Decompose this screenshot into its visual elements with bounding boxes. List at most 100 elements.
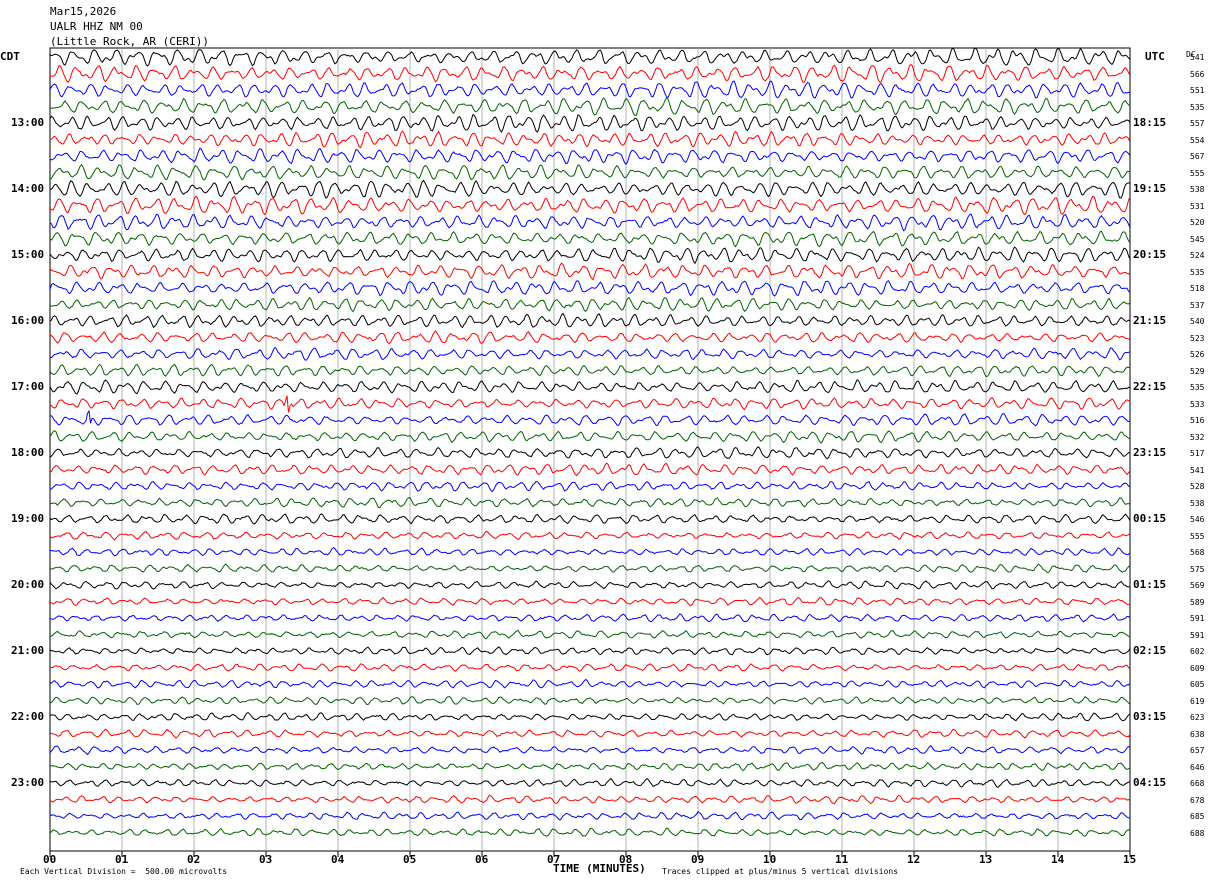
- trace-13: [49, 246, 1131, 265]
- left-hour-label: 22:00: [11, 710, 45, 723]
- left-hour-label: 21:00: [11, 644, 45, 657]
- trace-27: [49, 480, 1131, 493]
- right-timezone-label: UTC: [1145, 50, 1165, 63]
- trace-4: [49, 97, 1131, 117]
- dc-offset-label: 591: [1190, 614, 1205, 623]
- x-tick-label: 12: [907, 853, 921, 866]
- dc-offset-label: 541: [1190, 465, 1205, 475]
- trace-34: [49, 596, 1131, 607]
- trace-45: [49, 777, 1131, 789]
- dc-offset-label: 575: [1190, 564, 1205, 574]
- dc-offset-label: 532: [1190, 432, 1205, 442]
- dc-offset-label: 591: [1190, 630, 1205, 640]
- dc-offset-label: 551: [1190, 86, 1205, 95]
- dc-offset-label: 688: [1190, 828, 1205, 838]
- trace-41: [49, 711, 1131, 722]
- trace-39: [49, 679, 1131, 689]
- trace-12: [49, 230, 1131, 248]
- x-tick-label: 08: [619, 853, 633, 866]
- dc-offset-label: 566: [1190, 69, 1205, 79]
- dc-offset-label: 529: [1190, 366, 1205, 376]
- trace-32: [49, 563, 1131, 574]
- right-hour-label: 23:15: [1133, 446, 1167, 459]
- x-tick-label: 07: [547, 853, 561, 866]
- plot-frame: [49, 47, 1131, 852]
- x-tick-label: 14: [1051, 853, 1065, 866]
- dc-offset-label: 555: [1190, 168, 1205, 178]
- left-hour-label: 19:00: [11, 512, 45, 525]
- left-timezone-label: CDT: [0, 50, 20, 63]
- right-hour-label: 04:15: [1133, 776, 1167, 789]
- dc-offset-label: 538: [1190, 498, 1205, 508]
- dc-offset-label: 531: [1190, 201, 1205, 211]
- dc-offset-label: 609: [1190, 663, 1205, 673]
- left-hour-label: 20:00: [11, 578, 45, 591]
- x-tick-label: 13: [979, 853, 993, 866]
- dc-offset-label: 602: [1190, 647, 1205, 656]
- left-hour-label: 15:00: [11, 248, 45, 261]
- dc-header-label: DC: [1186, 50, 1196, 59]
- trace-5: [49, 113, 1131, 133]
- x-tick-label: 00: [43, 853, 57, 866]
- right-hour-label: 01:15: [1133, 578, 1167, 591]
- dc-offset-label: 546: [1190, 515, 1205, 524]
- trace-44: [49, 761, 1131, 772]
- trace-42: [49, 728, 1131, 739]
- x-tick-label: 04: [331, 853, 345, 866]
- trace-14: [49, 262, 1131, 281]
- dc-offset-label: 535: [1190, 383, 1205, 392]
- trace-2: [49, 63, 1131, 84]
- trace-16: [49, 296, 1131, 313]
- trace-47: [49, 810, 1131, 821]
- right-hour-label: 18:15: [1133, 116, 1167, 129]
- trace-11: [49, 213, 1131, 232]
- dc-offset-label: 638: [1190, 729, 1205, 739]
- dc-offset-label: 605: [1190, 680, 1205, 689]
- dc-offset-label: 533: [1190, 399, 1205, 409]
- dc-offset-label: 557: [1190, 119, 1205, 128]
- x-tick-label: 03: [259, 853, 273, 866]
- trace-37: [49, 646, 1131, 656]
- dc-offset-label: 520: [1190, 218, 1205, 227]
- trace-10: [49, 195, 1131, 216]
- trace-29: [49, 513, 1131, 525]
- right-hour-label: 22:15: [1133, 380, 1167, 393]
- trace-17: [49, 312, 1131, 329]
- dc-offset-label: 646: [1190, 762, 1205, 772]
- dc-offset-label: 545: [1190, 234, 1205, 244]
- dc-offset-label: 567: [1190, 152, 1205, 161]
- dc-offset-label: 535: [1190, 267, 1205, 277]
- dc-offset-label: 526: [1190, 350, 1205, 359]
- trace-33: [49, 580, 1131, 591]
- right-hour-label: 00:15: [1133, 512, 1167, 525]
- dc-offset-label: 623: [1190, 713, 1205, 722]
- trace-19: [49, 346, 1131, 361]
- x-tick-label: 11: [835, 853, 849, 866]
- x-tick-label: 05: [403, 853, 417, 866]
- plot-header: Mar15,2026 UALR HHZ NM 00 (Little Rock, AR…: [50, 4, 209, 49]
- dc-offset-label: 540: [1190, 317, 1205, 326]
- dc-offset-label: 678: [1190, 795, 1205, 805]
- dc-offset-label: 523: [1190, 333, 1205, 343]
- dc-offset-label: 568: [1190, 548, 1205, 557]
- trace-40: [49, 695, 1131, 706]
- dc-offset-label: 538: [1190, 185, 1205, 194]
- x-tick-label: 02: [187, 853, 201, 866]
- trace-30: [49, 530, 1131, 541]
- trace-8: [49, 163, 1131, 181]
- trace-36: [49, 629, 1131, 640]
- dc-offset-label: 554: [1190, 135, 1205, 145]
- left-hour-label: 23:00: [11, 776, 45, 789]
- trace-24: [49, 430, 1131, 444]
- right-hour-label: 21:15: [1133, 314, 1167, 327]
- trace-43: [49, 744, 1131, 756]
- header-station: UALR HHZ NM 00: [50, 20, 143, 33]
- trace-1: [49, 47, 1131, 67]
- x-tick-label: 15: [1123, 853, 1137, 866]
- right-hour-label: 19:15: [1133, 182, 1167, 195]
- left-hour-label: 14:00: [11, 182, 45, 195]
- dc-offset-label: 668: [1190, 779, 1205, 788]
- header-date: Mar15,2026: [50, 5, 117, 18]
- right-hour-label: 03:15: [1133, 710, 1167, 723]
- x-axis-label: TIME (MINUTES): [553, 862, 646, 875]
